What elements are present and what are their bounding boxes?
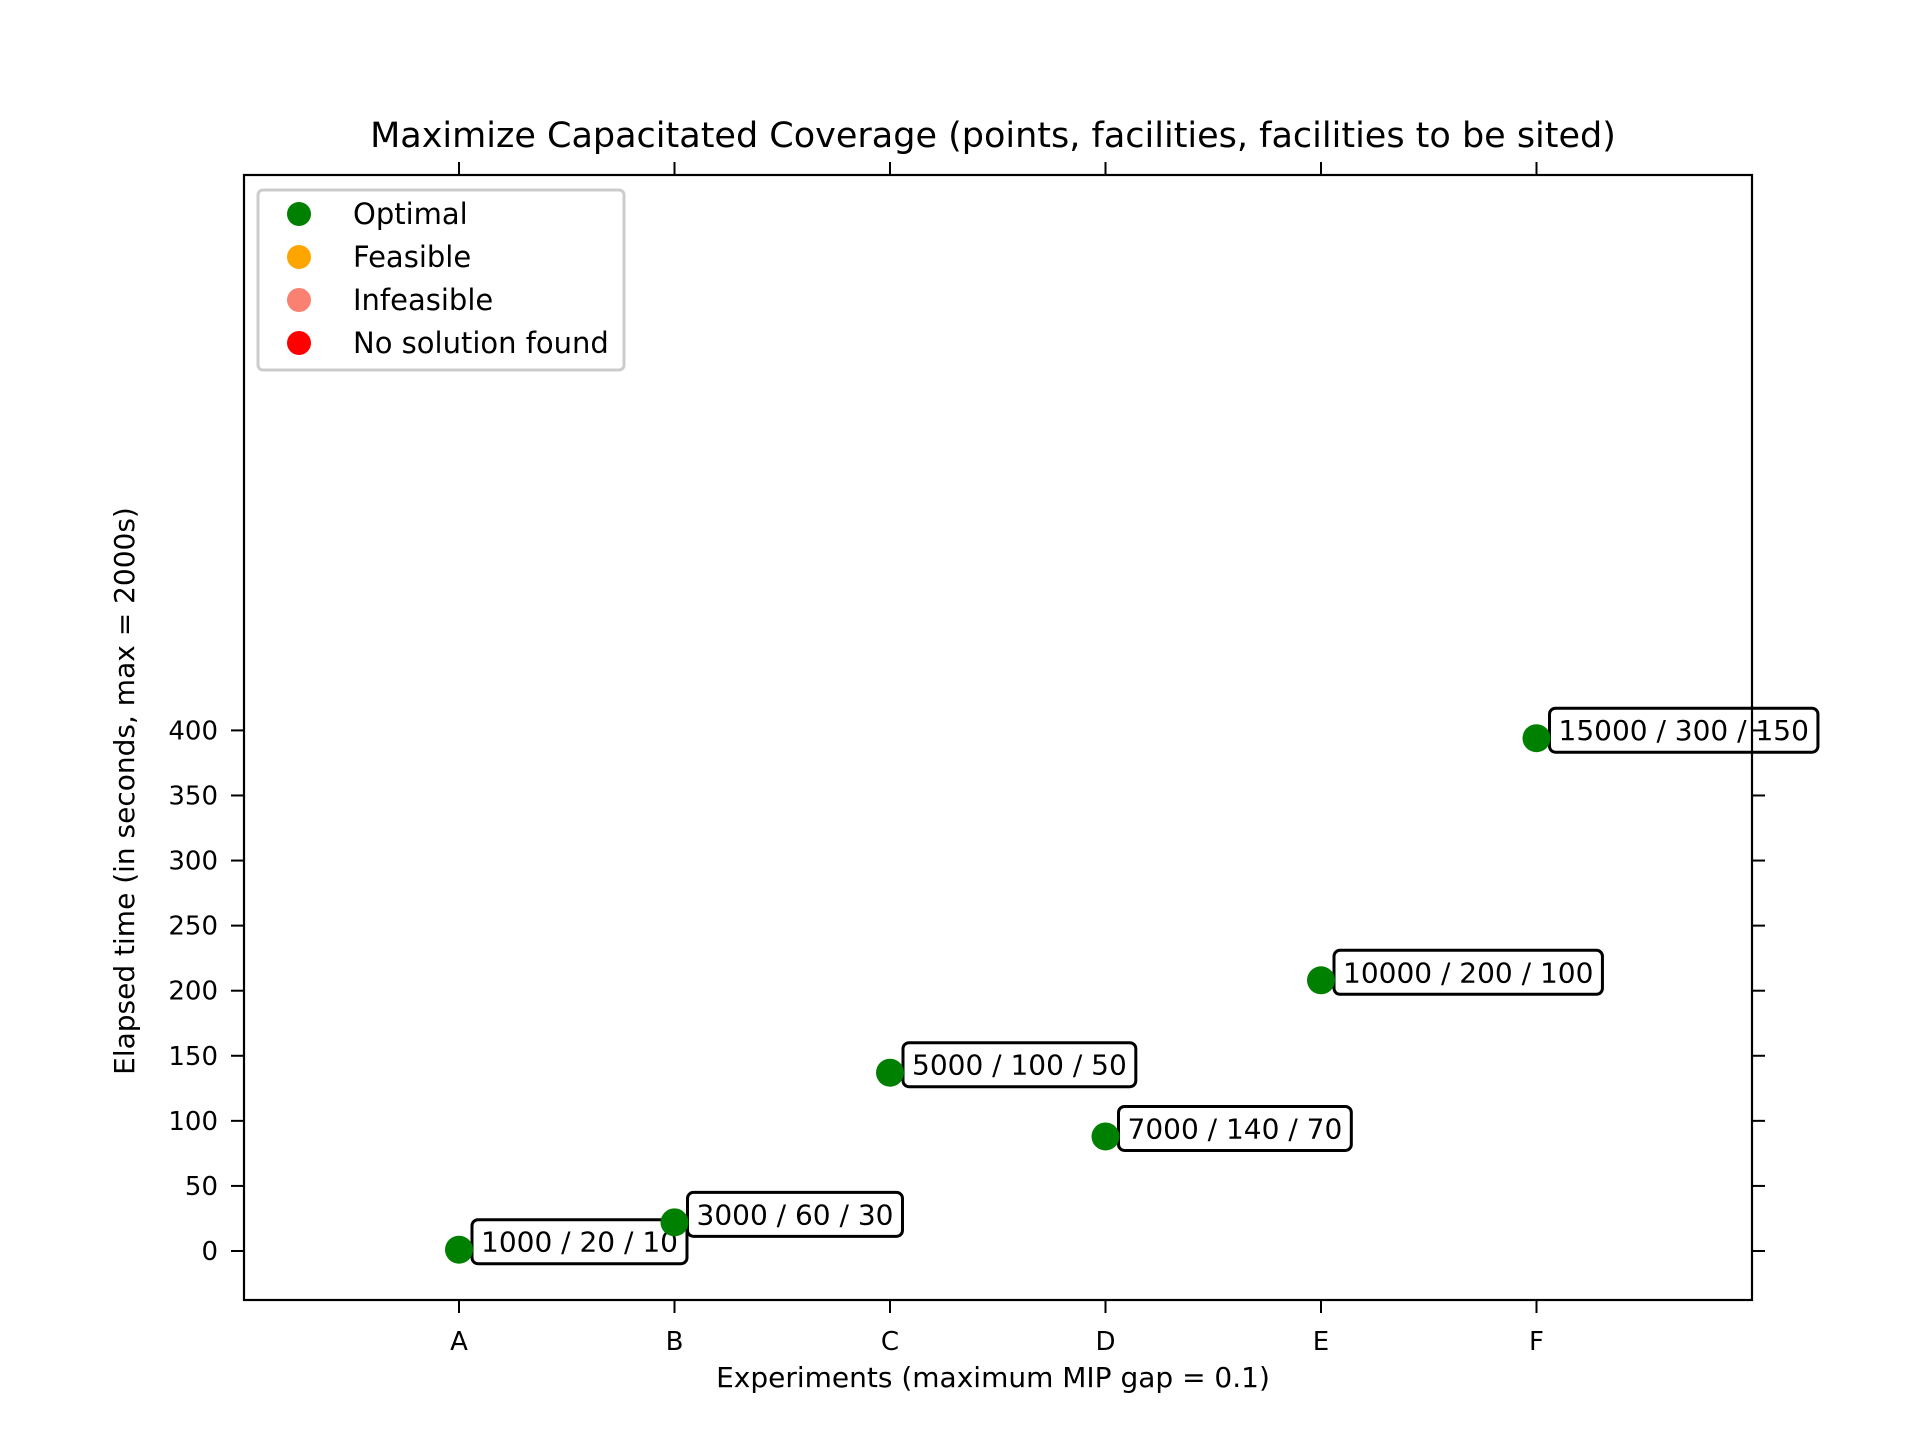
- y-axis-title: Elapsed time (in seconds, max = 2000s): [108, 507, 141, 1075]
- data-label-text: 15000 / 300 / 150: [1559, 714, 1809, 747]
- chart-title: Maximize Capacitated Coverage (points, f…: [370, 116, 1616, 156]
- data-point: [660, 1208, 689, 1237]
- data-label-text: 10000 / 200 / 100: [1343, 956, 1593, 989]
- data-label: 3000 / 60 / 30: [686, 1190, 904, 1238]
- data-label-text: 7000 / 140 / 70: [1128, 1112, 1343, 1145]
- data-point: [1522, 724, 1551, 753]
- y-tick-label: 50: [185, 1172, 218, 1202]
- legend-label: Optimal: [353, 197, 468, 231]
- legend-frame: [256, 188, 626, 372]
- y-tick-label: 0: [201, 1237, 218, 1267]
- legend-marker: [287, 288, 311, 312]
- y-tick-label: 400: [168, 716, 218, 746]
- y-tick-label: 250: [168, 912, 218, 942]
- x-tick-label: F: [1529, 1327, 1544, 1357]
- data-label-box: [1548, 706, 1820, 754]
- y-tick-label: 100: [168, 1107, 218, 1137]
- data-label-box: [901, 1041, 1138, 1089]
- data-label: 10000 / 200 / 100: [1332, 948, 1604, 996]
- x-tick-label: C: [881, 1327, 899, 1357]
- data-label-text: 3000 / 60 / 30: [697, 1198, 894, 1231]
- data-label: 1000 / 20 / 10: [470, 1218, 689, 1266]
- x-axis-title: Experiments (maximum MIP gap = 0.1): [716, 1361, 1270, 1394]
- data-label-box: [470, 1218, 689, 1266]
- x-tick-label: E: [1313, 1327, 1329, 1357]
- legend-marker: [287, 245, 311, 269]
- legend-label: No solution found: [353, 326, 609, 360]
- legend-label: Infeasible: [353, 283, 493, 317]
- y-tick-label: 350: [168, 781, 218, 811]
- x-tick-label: B: [666, 1327, 684, 1357]
- data-label: 7000 / 140 / 70: [1117, 1104, 1353, 1152]
- data-label-text: 5000 / 100 / 50: [912, 1049, 1127, 1082]
- data-label-text: 1000 / 20 / 10: [481, 1226, 678, 1259]
- x-tick-label: D: [1095, 1327, 1115, 1357]
- x-tick-label: A: [450, 1327, 468, 1357]
- data-label-box: [1117, 1104, 1353, 1152]
- y-tick-label: 150: [168, 1042, 218, 1072]
- data-point: [1091, 1122, 1120, 1151]
- data-label: 5000 / 100 / 50: [901, 1041, 1138, 1089]
- legend-label: Feasible: [353, 240, 471, 274]
- data-point: [1307, 966, 1335, 995]
- data-point: [876, 1058, 904, 1087]
- legend: Optimal Feasible Infeasible No solution fou…: [256, 188, 626, 372]
- legend-marker: [287, 331, 311, 355]
- data-label-box: [686, 1190, 904, 1238]
- data-label-box: [1332, 948, 1604, 996]
- y-tick-label: 300: [168, 847, 218, 877]
- legend-marker: [287, 202, 311, 226]
- y-tick-label: 200: [168, 977, 218, 1007]
- data-point: [445, 1235, 473, 1264]
- plot-frame: [242, 173, 1754, 1302]
- data-label: 15000 / 300 / 150: [1548, 706, 1820, 754]
